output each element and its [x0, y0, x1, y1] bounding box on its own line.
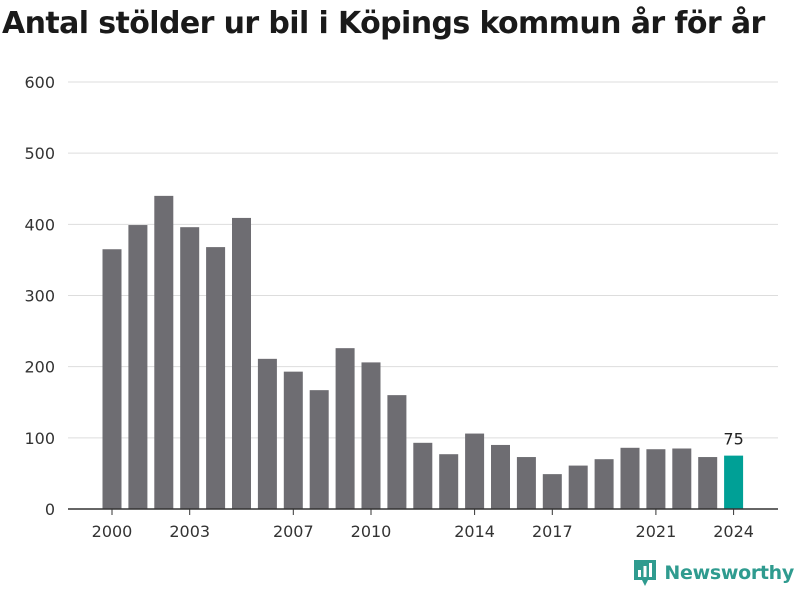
bar	[180, 227, 200, 509]
bar	[387, 395, 407, 509]
y-tick-label: 500	[24, 144, 55, 163]
bar	[335, 348, 355, 509]
bar	[206, 247, 226, 509]
bar	[361, 362, 381, 509]
bar	[516, 457, 536, 509]
y-tick-label: 0	[45, 500, 55, 519]
chart-title: Antal stölder ur bil i Köpings kommun år…	[2, 6, 765, 41]
bar	[620, 447, 640, 509]
x-tick-label: 2010	[351, 522, 392, 541]
gridlines	[68, 81, 778, 439]
x-tick-label: 2003	[169, 522, 210, 541]
data-label: 75	[723, 430, 743, 449]
bar	[465, 433, 485, 509]
bar	[672, 448, 692, 509]
brand-name: Newsworthy	[664, 562, 794, 584]
bar-highlight	[724, 455, 744, 509]
bars	[102, 195, 744, 510]
bar	[542, 474, 562, 509]
bar	[309, 390, 329, 509]
x-tick-label: 2014	[454, 522, 495, 541]
x-tick-label: 2017	[532, 522, 573, 541]
bar	[594, 459, 614, 509]
bar	[154, 195, 174, 509]
x-tick-label: 2021	[636, 522, 677, 541]
x-axis-ticks: 2000 2003 2007 2010 2014 2017 2021 2024	[92, 509, 754, 541]
bar	[283, 371, 303, 509]
bar	[232, 217, 251, 509]
x-tick-label: 2024	[713, 522, 754, 541]
bar	[102, 249, 122, 509]
brand-logo: Newsworthy	[632, 558, 794, 588]
y-tick-label: 400	[24, 215, 55, 234]
bar	[439, 454, 459, 509]
y-tick-label: 600	[24, 73, 55, 92]
y-tick-label: 300	[24, 287, 55, 306]
bar	[698, 457, 718, 509]
bar	[646, 449, 666, 509]
bar	[128, 225, 148, 510]
x-tick-label: 2000	[92, 522, 133, 541]
newsworthy-logo-icon	[634, 560, 657, 586]
y-axis-tick-labels: 0 100 200 300 400 500 600	[24, 73, 55, 519]
x-tick-label: 2007	[273, 522, 314, 541]
bar	[413, 442, 433, 509]
bar	[568, 465, 588, 509]
bar	[257, 358, 277, 509]
bar	[491, 444, 510, 509]
y-tick-label: 100	[24, 429, 55, 448]
data-labels: 75	[723, 430, 743, 449]
y-tick-label: 200	[24, 358, 55, 377]
